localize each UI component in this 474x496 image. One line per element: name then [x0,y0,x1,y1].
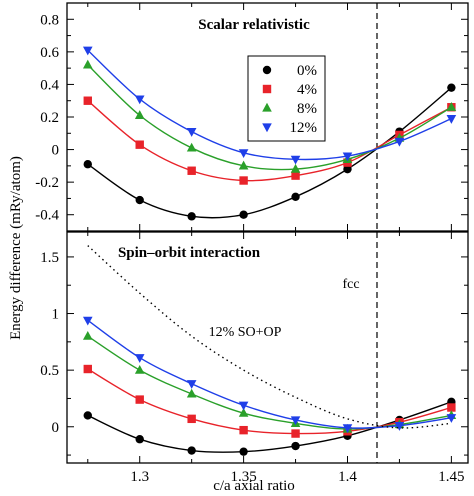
series-line-4pct [87,368,452,435]
y-tick-label: 0.5 [40,363,59,379]
data-point-8pct [134,110,145,119]
y-tick-label: 1 [52,307,60,323]
data-point-0pct [239,210,248,219]
legend-marker-8pct [262,102,272,112]
data-point-8pct [186,388,197,398]
data-point-0pct [447,83,456,92]
series-12pct-so-op-bottom [87,245,452,429]
fcc-label: fcc [342,277,359,292]
data-point-12pct [186,128,197,137]
x-tick-label: 1.3 [130,469,149,485]
data-point-8pct [82,330,93,340]
data-point-12pct [134,95,145,105]
panel-title-spin-orbit: Spin–orbit interaction [118,245,261,261]
x-tick-label: 1.45 [438,469,464,485]
data-point-0pct [83,411,92,420]
legend-label-4pct: 4% [297,82,317,98]
data-point-8pct [238,160,249,170]
data-point-4pct [239,425,248,435]
data-point-12pct [290,155,301,165]
data-point-8pct [446,102,457,111]
series-12pct-top [82,46,457,165]
series-line-8pct [87,335,452,430]
data-point-12pct [238,401,249,411]
plot-frame-bottom [66,231,469,464]
y-tick-label: 0.2 [40,110,59,126]
y-tick-label: 0.4 [40,77,59,93]
series-line-12pct-so-op [87,245,452,429]
data-point-8pct [290,163,301,173]
data-point-4pct [135,395,144,404]
data-point-0pct [83,160,92,169]
data-point-4pct [187,166,196,175]
x-tick-label: 1.4 [338,469,357,485]
data-point-12pct [342,152,353,162]
data-point-0pct [135,195,144,205]
data-point-0pct [187,446,196,455]
legend-label-12pct: 12% [290,120,318,136]
data-point-0pct [187,212,196,221]
data-point-4pct [83,364,92,374]
data-point-12pct [290,416,301,426]
data-point-0pct [239,447,248,456]
data-point-12pct [446,115,457,124]
data-point-4pct [135,140,144,149]
data-point-12pct [394,422,405,431]
y-tick-label: -0.4 [35,208,59,224]
y-tick-label: 0 [52,143,60,159]
y-tick-label: 0 [52,420,60,436]
so-op-annotation: 12% SO+OP [209,325,282,340]
data-point-4pct [447,403,456,412]
y-axis-title: Energy difference (mRy/atom) [8,156,24,340]
legend-marker-12pct [262,123,272,133]
data-point-8pct [82,59,93,69]
data-point-4pct [187,414,196,424]
y-tick-label: 0.8 [40,12,59,28]
data-point-4pct [83,96,92,105]
panel-scalar-relativistic: -0.4 -0.2 0 0.2 0.4 0.6 0.8 [35,2,469,232]
y-tick-label: 1.5 [40,250,59,266]
data-point-0pct [291,441,300,451]
x-axis-title: c/a axial ratio [213,478,295,494]
data-point-12pct [186,380,197,389]
data-point-12pct [82,46,93,56]
y-tick-label: -0.2 [35,175,59,191]
series-12pct-bottom [82,316,457,434]
x-tick-label: 1.35 [230,469,256,485]
legend-marker-4pct [262,84,272,94]
data-point-4pct [239,176,248,185]
data-point-12pct [238,149,249,159]
data-point-0pct [291,192,300,201]
legend-box [247,55,326,142]
data-point-12pct [342,424,353,434]
data-point-12pct [446,414,457,423]
panel-title-scalar: Scalar relativistic [198,17,310,33]
data-point-12pct [82,316,93,326]
data-point-8pct [134,364,145,374]
panel-spin-orbit: 1.3 1.35 1.4 1.45 0 0.5 1 1.5 [40,231,469,485]
data-point-4pct [291,429,300,438]
legend-marker-0pct [262,65,272,75]
data-point-12pct [134,354,145,363]
data-point-0pct [135,435,144,444]
legend: 0% 4% 8% 12% [247,55,326,142]
y-tick-label: 0.6 [40,45,59,61]
data-point-8pct [186,142,197,152]
data-point-4pct [291,171,300,180]
data-point-0pct [343,164,352,174]
legend-label-8pct: 8% [297,101,317,117]
data-point-12pct [394,137,405,147]
series-line-0pct [87,401,452,453]
legend-label-0pct: 0% [297,63,317,79]
data-point-8pct [238,407,249,417]
